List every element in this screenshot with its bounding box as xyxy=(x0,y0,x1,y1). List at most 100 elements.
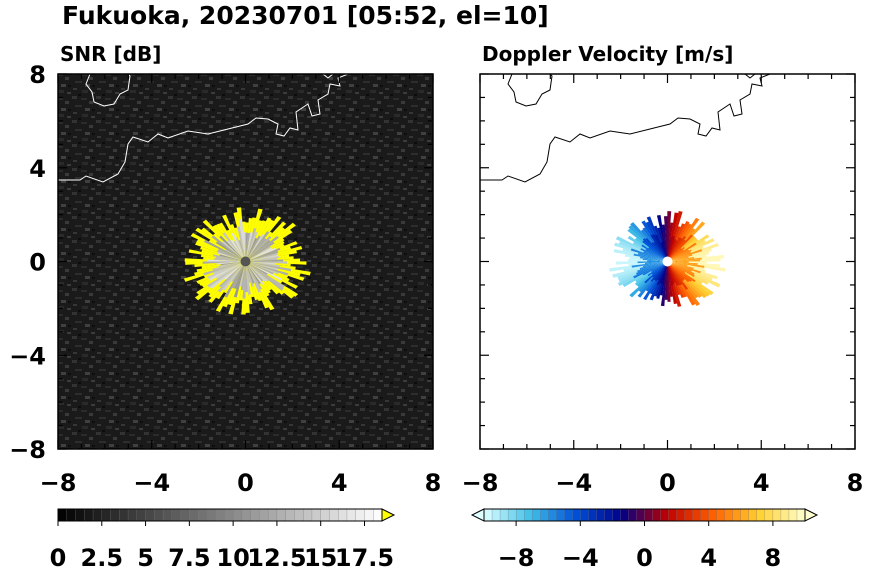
echo-core xyxy=(203,239,246,262)
colorbar-cell xyxy=(154,508,164,522)
echo-core xyxy=(213,261,246,275)
echo-core xyxy=(234,261,246,289)
echo-core xyxy=(245,228,257,262)
echo-core xyxy=(239,261,246,287)
echo-core xyxy=(640,248,668,262)
echo-core xyxy=(667,238,671,262)
echo-core xyxy=(203,261,246,276)
echo-core xyxy=(667,261,695,275)
echo-core xyxy=(647,260,668,262)
echo-core xyxy=(667,261,686,280)
echo-core xyxy=(655,234,668,262)
echo-core xyxy=(651,242,668,262)
colorbar-label: 4 xyxy=(700,544,717,570)
echo-core xyxy=(661,240,668,262)
colorbar-cell xyxy=(101,508,111,522)
colorbar-label: 17.5 xyxy=(335,544,394,570)
echo-core xyxy=(667,261,681,286)
echo-core xyxy=(639,261,668,270)
y-tick-label: −4 xyxy=(9,342,46,370)
echo-core xyxy=(637,252,668,262)
colorbar-cell xyxy=(523,508,533,522)
echo-core xyxy=(218,261,246,268)
echo-core xyxy=(245,252,278,262)
echo-core xyxy=(245,254,278,262)
echo-core xyxy=(245,261,265,285)
echo-core xyxy=(245,247,277,262)
echo-core xyxy=(225,249,246,262)
echo-core xyxy=(667,261,684,282)
echo-core xyxy=(219,261,246,288)
colorbar-cell xyxy=(716,508,726,522)
colorbar-cell xyxy=(241,508,252,522)
colorbar-cell xyxy=(652,508,662,522)
echo-core xyxy=(667,261,694,270)
colorbar-cell xyxy=(515,508,525,522)
echo-core xyxy=(217,248,246,262)
echo-core xyxy=(245,261,262,285)
echo-core xyxy=(231,232,246,262)
echo-core xyxy=(667,261,686,274)
echo-core xyxy=(667,261,688,267)
echo-core xyxy=(667,236,674,262)
colorbar-cell xyxy=(692,508,702,522)
colorbar-cell xyxy=(604,508,613,522)
colorbar-label: 15 xyxy=(304,544,337,570)
colorbar-cell xyxy=(197,508,208,522)
colorbar-cell xyxy=(491,508,501,522)
echo-core xyxy=(245,261,289,276)
coastline xyxy=(744,74,756,79)
echo-core xyxy=(648,247,668,262)
colorbar-label: 0 xyxy=(636,544,653,570)
coastline xyxy=(322,74,334,79)
doppler-panel: Doppler Velocity [m/s] −8 −4 0 4 8 −8 −4 0 4 8 xyxy=(462,42,864,570)
echo-core xyxy=(221,241,246,262)
echo-core xyxy=(667,261,698,266)
y-tick-label: −8 xyxy=(9,436,46,464)
echo-core xyxy=(245,261,255,284)
echo-core xyxy=(245,261,270,282)
colorbar-cell xyxy=(628,508,637,522)
colorbar-cell xyxy=(294,508,304,522)
echo-core xyxy=(245,261,264,282)
echo-core xyxy=(667,261,693,282)
x-tick-label: 8 xyxy=(847,469,864,497)
colorbar-cell xyxy=(110,508,120,522)
colorbar-label: 2.5 xyxy=(81,544,124,570)
colorbar-cell xyxy=(346,508,357,522)
figure-title: Fukuoka, 20230701 [05:52, el=10] xyxy=(62,1,549,30)
echo-core xyxy=(245,261,292,272)
colorbar-cell xyxy=(84,508,94,522)
x-tick-label: 0 xyxy=(237,469,254,497)
x-tick-label: −8 xyxy=(462,469,499,497)
colorbar-label: 0 xyxy=(50,544,67,570)
echo-core xyxy=(659,261,668,284)
x-tick-label: 4 xyxy=(331,469,348,497)
echo-core xyxy=(667,249,684,262)
echo-core xyxy=(660,261,668,284)
echo-core xyxy=(663,261,668,286)
tick-marks xyxy=(479,73,856,450)
echo-core xyxy=(245,231,270,262)
radar-site xyxy=(240,256,251,267)
echo-core xyxy=(662,261,668,284)
colorbar-cell xyxy=(373,508,383,522)
echo-core xyxy=(667,261,695,277)
echo-core xyxy=(231,261,246,282)
echo-core xyxy=(245,261,288,264)
echo-core xyxy=(653,242,668,262)
colorbar-cell xyxy=(532,508,541,522)
colorbar-cell xyxy=(75,508,85,522)
echo-core xyxy=(642,261,668,268)
echo-core xyxy=(657,261,668,281)
echo-core xyxy=(647,261,668,277)
echo-core xyxy=(654,261,668,282)
echo-core xyxy=(642,261,668,276)
colorbar-cell xyxy=(676,508,686,522)
colorbar-cell xyxy=(668,508,678,522)
echo-region xyxy=(609,210,726,307)
echo-core xyxy=(635,261,668,275)
colorbar-cell xyxy=(499,508,509,522)
echo-core xyxy=(217,261,246,293)
